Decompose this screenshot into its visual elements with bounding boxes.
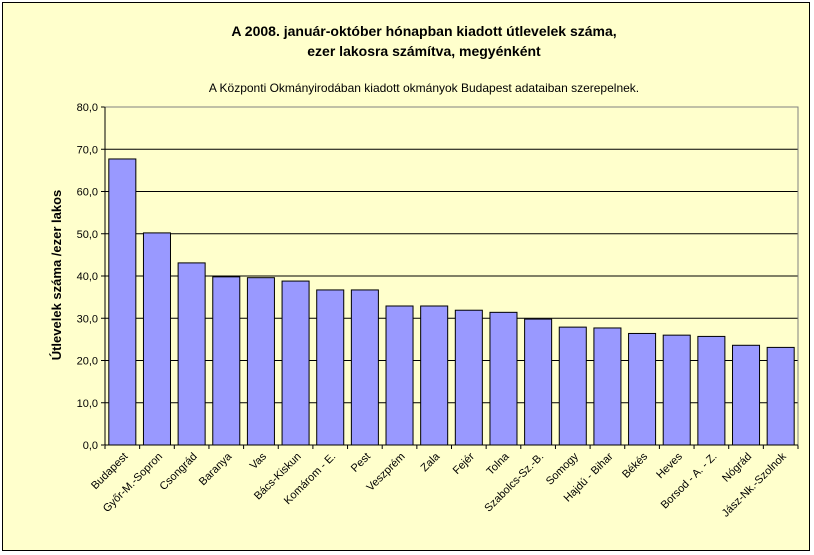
bar bbox=[662, 334, 691, 446]
bar bbox=[177, 262, 206, 446]
x-tick-label: Tolna bbox=[485, 450, 513, 478]
y-tick-label: 10,0 bbox=[77, 398, 98, 410]
x-tick-label: Szabolcs-Sz.-B. bbox=[482, 451, 546, 515]
bars bbox=[108, 158, 795, 446]
y-tick-labels: 0,0 10,0 20,0 30,0 40,0 50,0 60,0 70,0 80,0 bbox=[77, 102, 98, 452]
x-tick-label: Jász-Nk.-Szolnok bbox=[720, 450, 789, 519]
y-tick-label: 40,0 bbox=[77, 271, 98, 283]
y-tick-label: 30,0 bbox=[77, 313, 98, 325]
bar bbox=[246, 277, 275, 446]
bar bbox=[420, 305, 449, 446]
bar bbox=[697, 335, 726, 446]
bar bbox=[524, 318, 553, 446]
bar bbox=[766, 346, 795, 446]
chart-subtitle: A Központi Okmányirodában kiadott okmány… bbox=[209, 81, 639, 95]
y-tick-label: 0,0 bbox=[83, 440, 98, 452]
x-tick-label: Győr-M.-Sopron bbox=[101, 451, 165, 515]
y-tick-label: 20,0 bbox=[77, 356, 98, 368]
bar bbox=[350, 289, 379, 446]
axes bbox=[101, 106, 799, 449]
y-tick-label: 80,0 bbox=[77, 102, 98, 114]
bar bbox=[558, 326, 587, 446]
bar bbox=[316, 289, 345, 446]
x-tick-label: Fejér bbox=[451, 450, 477, 476]
bar bbox=[212, 276, 241, 446]
bar bbox=[108, 158, 137, 446]
bar bbox=[628, 332, 657, 446]
y-tick-label: 60,0 bbox=[77, 187, 98, 199]
x-tick-label: Heves bbox=[654, 450, 685, 481]
bar bbox=[732, 344, 761, 446]
x-tick-label: Baranya bbox=[197, 450, 235, 488]
x-tick-label: Pest bbox=[349, 451, 373, 475]
chart-title-line2: ezer lakosra számítva, megyénként bbox=[307, 43, 541, 59]
x-tick-label: Nógrád bbox=[720, 451, 754, 485]
bar bbox=[385, 305, 414, 446]
x-tick-label: Veszprém bbox=[365, 451, 408, 494]
x-tick-label: Csongrád bbox=[158, 451, 200, 493]
x-tick-label: Zala bbox=[419, 450, 443, 474]
y-axis-label: Útlevelek száma /ezer lakos bbox=[49, 190, 64, 361]
y-tick-label: 50,0 bbox=[77, 229, 98, 241]
x-tick-label: Vas bbox=[248, 450, 270, 472]
bar bbox=[593, 327, 622, 446]
bar bbox=[281, 280, 310, 446]
bar bbox=[142, 232, 171, 446]
x-tick-label: Békés bbox=[620, 450, 650, 480]
bar bbox=[454, 309, 483, 446]
bar bbox=[489, 311, 518, 446]
y-tick-label: 70,0 bbox=[77, 144, 98, 156]
chart-title-line1: A 2008. január-október hónapban kiadott … bbox=[231, 23, 616, 39]
